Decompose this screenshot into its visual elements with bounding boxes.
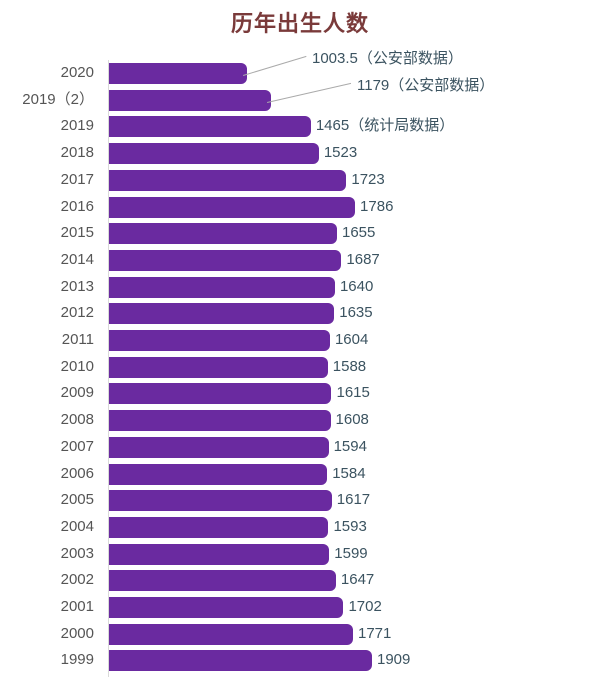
value-label: 1640 (339, 277, 374, 295)
value-label: 1723 (351, 170, 385, 188)
value-label: 1655 (342, 224, 376, 242)
category-label: 2004 (60, 517, 94, 535)
value-label: 1786 (360, 197, 394, 215)
category-label: 2010 (60, 357, 94, 375)
bar (109, 383, 332, 405)
value-label: 1523 (323, 144, 358, 162)
bar-row: 2016 1786 (0, 196, 600, 223)
value-label: 1909 (377, 651, 411, 669)
bar (109, 89, 272, 111)
bar (109, 249, 342, 271)
bar-row: 2018 1523 (0, 142, 600, 169)
value-label: 1687 (346, 250, 380, 268)
bar (109, 623, 353, 645)
bar-row: 2009 1615 (0, 382, 600, 409)
value-label: 1615 (336, 384, 370, 402)
bar (109, 223, 337, 245)
bar-row: 2000 1771 (0, 623, 600, 650)
category-label: 2008 (60, 411, 94, 429)
category-label: 2018 (60, 144, 94, 162)
category-label: 2000 (60, 624, 94, 642)
value-label: 1604 (334, 331, 369, 348)
bar (109, 516, 329, 538)
bar (109, 356, 328, 378)
value-label: 1465（统计局数据） (315, 117, 455, 135)
value-label: 1599 (334, 544, 368, 562)
bar (109, 276, 335, 298)
bar-row: 2006 1584 (0, 463, 600, 490)
bar-row: 2002 1647 (0, 569, 600, 596)
bar (109, 116, 311, 138)
y-axis-line (108, 60, 109, 677)
bar (109, 143, 319, 165)
bar-row: 2003 1599 (0, 543, 600, 570)
bar (109, 330, 330, 351)
category-label: 2003 (60, 544, 94, 562)
value-label: 1594 (333, 437, 367, 455)
bar-row: 2015 1655 (0, 222, 600, 249)
value-label: 1584 (332, 464, 366, 482)
value-label: 1608 (335, 411, 369, 429)
category-label: 2017 (60, 170, 94, 188)
category-label: 2006 (60, 464, 94, 482)
leader-line (243, 56, 307, 76)
category-label: 2005 (60, 491, 94, 509)
category-label: 2007 (60, 437, 94, 455)
category-label: 1999 (60, 651, 94, 669)
category-label: 2011 (61, 331, 94, 348)
bar-row: 2011 1604 (0, 329, 600, 356)
bar (109, 196, 356, 218)
category-label: 2012 (60, 304, 94, 322)
bar-row: 2019（2） 1179（公安部数据） (0, 77, 600, 116)
bar-row: 1999 1909 (0, 649, 600, 676)
value-label: 1702 (348, 598, 382, 615)
bar (109, 543, 330, 565)
bar-row: 2004 1593 (0, 516, 600, 543)
bar (109, 490, 332, 512)
value-label: 1179（公安部数据） (357, 76, 495, 94)
bar-row: 2013 1640 (0, 276, 600, 303)
category-label: 2009 (60, 384, 94, 402)
value-label: 1588 (332, 357, 367, 375)
value-label: 1647 (340, 571, 375, 589)
bar-row: 2010 1588 (0, 356, 600, 383)
value-label: 1593 (333, 517, 367, 535)
category-label: 2014 (60, 250, 94, 268)
bar (109, 410, 331, 432)
bar-row: 2008 1608 (0, 409, 600, 436)
category-label: 2013 (60, 277, 94, 295)
category-label: 2002 (60, 571, 94, 589)
value-label: 1003.5（公安部数据） (312, 50, 463, 67)
bar (109, 436, 329, 458)
bar-row: 2001 1702 (0, 596, 600, 623)
category-label: 2020 (60, 64, 94, 81)
category-label: 2019（2） (22, 90, 94, 108)
bar-row: 2014 1687 (0, 249, 600, 276)
value-label: 1635 (339, 304, 373, 322)
category-label: 2015 (60, 224, 94, 242)
bar (109, 650, 372, 672)
bar-row: 2017 1723 (0, 169, 600, 196)
bar-row: 2005 1617 (0, 489, 600, 516)
category-label: 2001 (60, 598, 94, 615)
bar (109, 303, 335, 325)
category-label: 2019 (60, 117, 94, 135)
value-label: 1771 (357, 624, 392, 642)
chart-title: 历年出生人数 (230, 11, 369, 37)
bar-row: 2020 1003.5（公安部数据） (0, 50, 600, 89)
bar (109, 169, 347, 191)
bar (109, 63, 248, 84)
bar (109, 597, 344, 618)
bar-row: 2019 1465（统计局数据） (0, 115, 600, 142)
bar (109, 463, 328, 485)
bar (109, 570, 336, 592)
bar-row: 2007 1594 (0, 436, 600, 463)
category-label: 2016 (60, 197, 94, 215)
value-label: 1617 (336, 491, 371, 509)
bar-row: 2012 1635 (0, 302, 600, 329)
